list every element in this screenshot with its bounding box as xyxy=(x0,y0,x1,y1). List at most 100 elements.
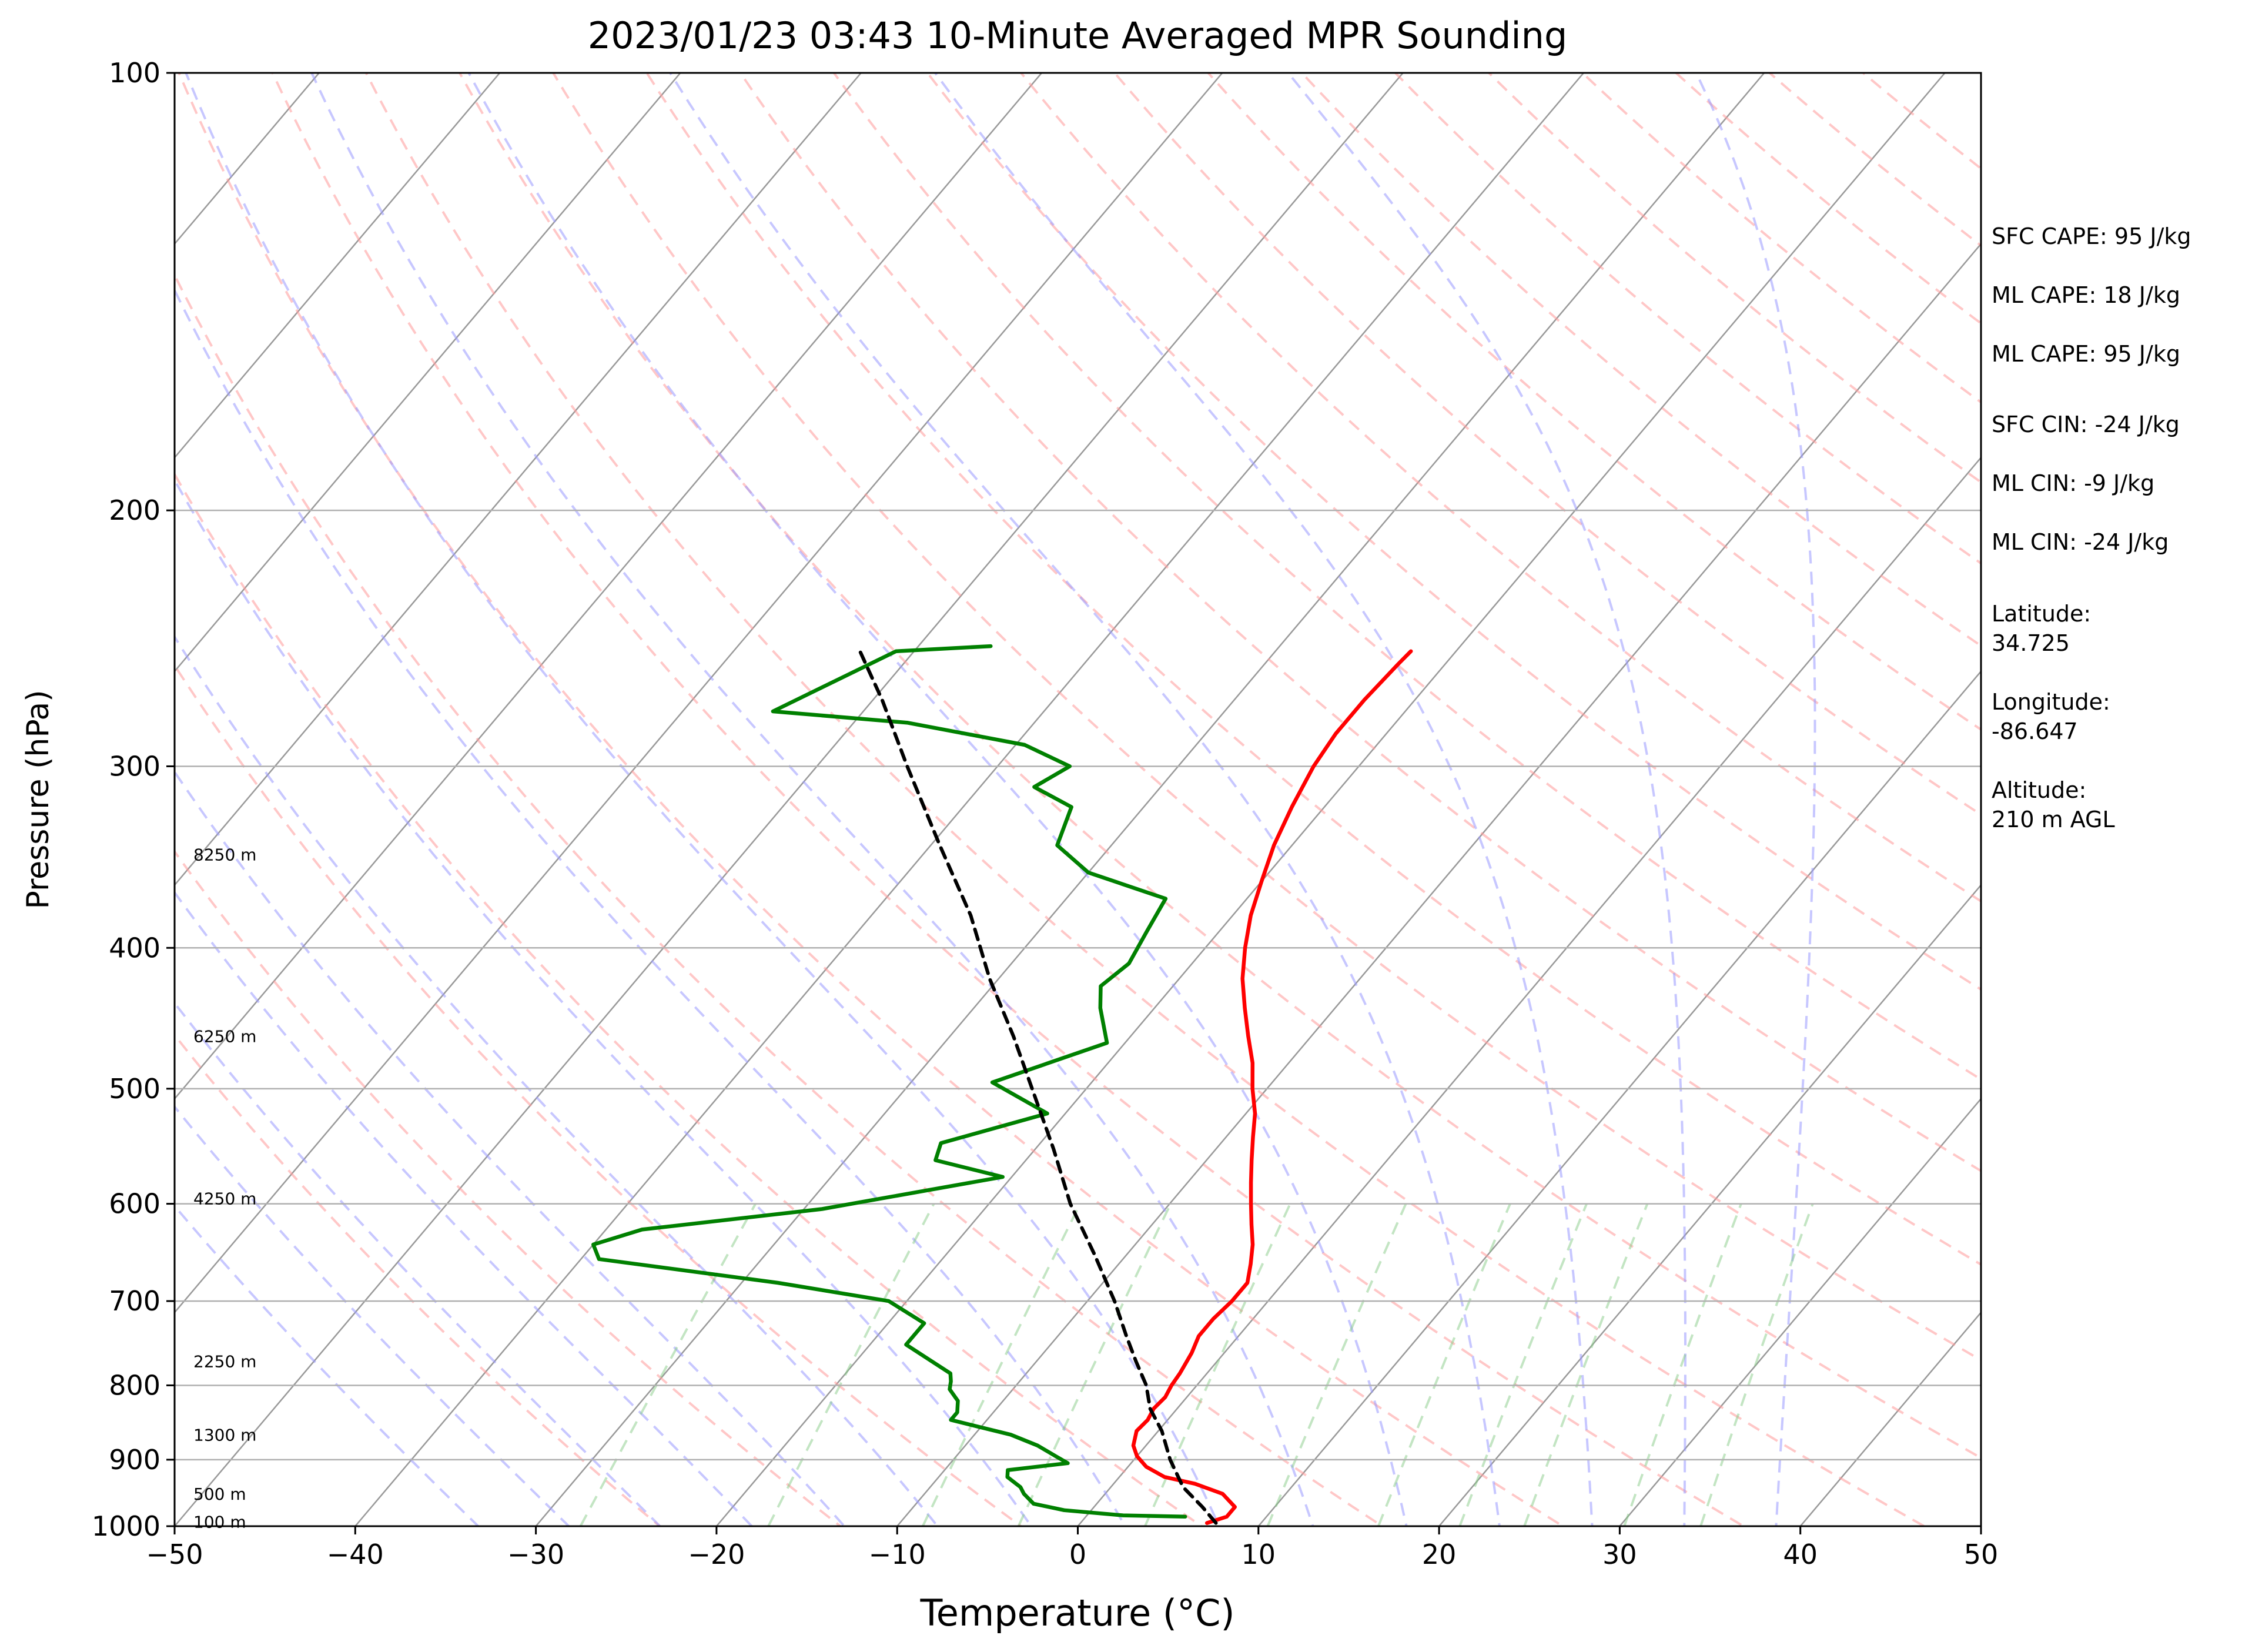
moist-adiabat xyxy=(175,287,1127,1526)
info-ml-cape-2: ML CAPE: 95 J/kg xyxy=(1992,341,2180,367)
dry-adiabat xyxy=(1393,73,1981,565)
info-longitude-value: -86.647 xyxy=(1992,718,2078,744)
temperature-profile xyxy=(1131,649,1413,1525)
height-label: 100 m xyxy=(193,1512,246,1531)
x-axis-label: Temperature (°C) xyxy=(919,1591,1234,1634)
x-tick-label: 30 xyxy=(1602,1539,1637,1570)
height-label: 2250 m xyxy=(193,1352,256,1371)
background-lines xyxy=(175,73,1981,1526)
data-series xyxy=(591,644,1413,1525)
moist-adiabat xyxy=(175,890,754,1526)
isotherm xyxy=(1438,884,1981,1526)
dry-adiabat xyxy=(926,73,1981,991)
mixing-ratio-line xyxy=(1266,1203,1407,1526)
dry-adiabat xyxy=(1019,73,1981,903)
mixing-ratio-line xyxy=(1699,1203,1814,1526)
isotherm xyxy=(175,73,862,887)
info-sfc-cin: SFC CIN: -24 J/kg xyxy=(1992,412,2180,437)
moist-adiabat xyxy=(175,477,1033,1526)
sounding-info-panel: SFC CAPE: 95 J/kg ML CAPE: 18 J/kg ML CA… xyxy=(1992,223,2191,832)
isotherm xyxy=(354,73,1585,1526)
y-axis-ticks: 1000 900 800 700 600 500 400 300 200 100 xyxy=(92,57,175,1542)
height-label: 4250 m xyxy=(193,1189,256,1209)
info-altitude-value: 210 m AGL xyxy=(1992,807,2115,832)
info-latitude-label: Latitude: xyxy=(1992,601,2091,627)
dry-adiabat xyxy=(832,73,1981,1081)
isotherm xyxy=(896,242,1981,1526)
x-tick-label: −10 xyxy=(869,1539,926,1570)
moist-adiabat xyxy=(467,73,1408,1526)
info-longitude-label: Longitude: xyxy=(1992,689,2110,715)
dry-adiabat xyxy=(1674,73,1981,325)
info-ml-cin-2: ML CIN: -24 J/kg xyxy=(1992,529,2169,555)
moist-adiabat xyxy=(1287,73,1686,1526)
y-tick-label: 300 xyxy=(109,750,160,782)
info-ml-cape-1: ML CAPE: 18 J/kg xyxy=(1992,282,2180,308)
info-ml-cin-1: ML CIN: -9 J/kg xyxy=(1992,470,2154,496)
x-tick-label: −30 xyxy=(507,1539,564,1570)
dry-adiabat xyxy=(645,73,1981,1266)
info-sfc-cape: SFC CAPE: 95 J/kg xyxy=(1992,223,2191,249)
dry-adiabat xyxy=(271,73,1746,1526)
mixing-ratio-line xyxy=(1144,1203,1291,1526)
x-tick-label: 0 xyxy=(1069,1539,1086,1570)
y-tick-label: 800 xyxy=(109,1369,160,1401)
chart-title: 2023/01/23 03:43 10-Minute Averaged MPR … xyxy=(588,14,1568,57)
height-labels: 100 m 500 m 1300 m 2250 m 4250 m 6250 m 8250 m xyxy=(193,845,256,1531)
info-altitude-label: Altitude: xyxy=(1992,777,2086,803)
dry-adiabat xyxy=(175,850,842,1526)
y-tick-label: 600 xyxy=(109,1188,160,1220)
pressure-gridlines xyxy=(175,73,1981,1526)
y-tick-label: 700 xyxy=(109,1285,160,1317)
x-tick-label: −20 xyxy=(688,1539,745,1570)
y-tick-label: 900 xyxy=(109,1444,160,1476)
mixing-ratio-line xyxy=(1377,1203,1511,1526)
height-label: 6250 m xyxy=(193,1026,256,1046)
x-tick-label: −40 xyxy=(327,1539,384,1570)
y-tick-label: 1000 xyxy=(92,1510,160,1542)
moist-adiabat xyxy=(175,1001,662,1526)
y-tick-label: 100 xyxy=(109,57,160,89)
isotherm xyxy=(534,73,1765,1526)
moist-adiabat xyxy=(310,73,1314,1526)
moist-adiabat xyxy=(934,73,1594,1526)
isotherm xyxy=(175,73,501,459)
y-tick-label: 400 xyxy=(109,932,160,964)
isotherm xyxy=(175,73,1043,1100)
x-tick-label: 40 xyxy=(1783,1539,1818,1570)
dry-adiabat xyxy=(178,73,1565,1526)
parcel-path xyxy=(858,649,1218,1525)
dry-adiabat xyxy=(1487,73,1981,484)
mixing-ratio-line xyxy=(1458,1203,1588,1526)
moist-adiabat xyxy=(175,634,939,1526)
dry-adiabat xyxy=(175,663,1023,1526)
mixing-ratio-line xyxy=(579,1203,757,1526)
isotherm xyxy=(175,73,1223,1314)
moist-adiabat xyxy=(669,73,1501,1526)
dry-adiabat xyxy=(1113,73,1981,817)
x-tick-label: 10 xyxy=(1242,1539,1276,1570)
mixing-ratio-line xyxy=(1523,1203,1649,1526)
dry-adiabat xyxy=(175,471,1204,1526)
dewpoint-profile xyxy=(591,644,1187,1519)
isotherm xyxy=(1257,670,1981,1526)
x-tick-label: −50 xyxy=(146,1539,203,1570)
dry-adiabat xyxy=(364,73,1927,1526)
height-label: 1300 m xyxy=(193,1425,256,1444)
x-axis-ticks: −50 −40 −30 −20 −10 0 10 20 30 40 50 xyxy=(146,1526,1998,1570)
y-tick-label: 500 xyxy=(109,1073,160,1105)
mixing-ratio-line xyxy=(767,1203,935,1526)
y-tick-label: 200 xyxy=(109,494,160,526)
y-axis-label: Pressure (hPa) xyxy=(21,690,56,909)
isotherm xyxy=(1076,456,1981,1526)
dry-adiabat xyxy=(739,73,1981,1173)
info-latitude-value: 34.725 xyxy=(1992,630,2070,656)
isotherm xyxy=(1618,1098,1981,1526)
height-label: 500 m xyxy=(193,1484,246,1504)
x-tick-label: 20 xyxy=(1422,1539,1457,1570)
mixing-ratio-line xyxy=(1017,1203,1172,1526)
moist-adiabat xyxy=(175,770,846,1526)
mixing-ratio-line xyxy=(1623,1203,1742,1526)
height-label: 8250 m xyxy=(193,845,256,864)
